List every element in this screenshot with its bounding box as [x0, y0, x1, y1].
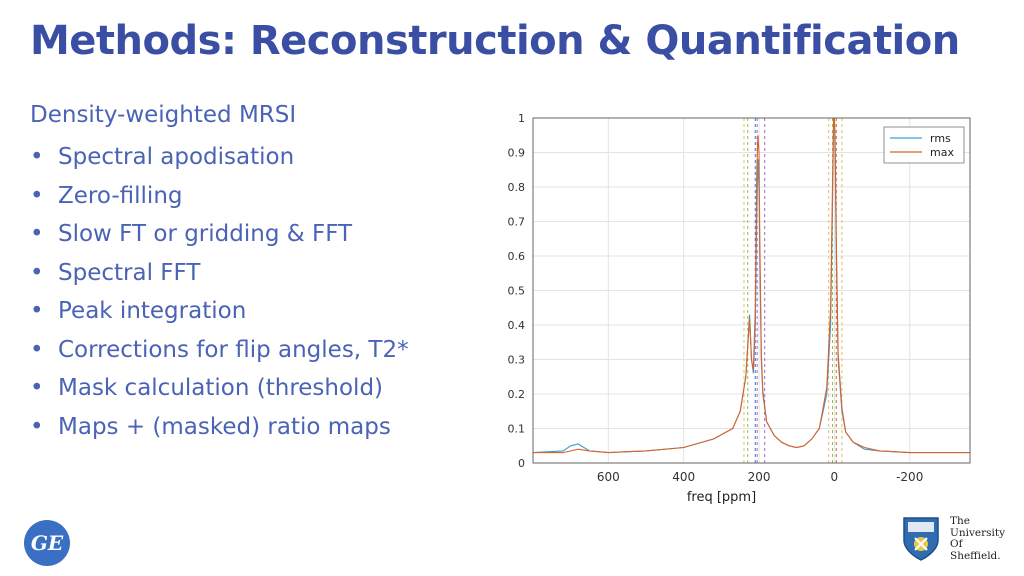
x-axis-label: freq [ppm] — [687, 490, 756, 505]
bullet-text: Spectral apodisation — [58, 144, 295, 170]
bullet-text: Zero-filling — [58, 182, 183, 209]
y-tick-label: 0.3 — [508, 354, 526, 367]
y-tick-label: 0.1 — [508, 423, 526, 436]
bullet-dot-icon: • — [30, 375, 44, 401]
bullet-item: • Slow FT or gridding & FFT — [30, 217, 409, 256]
y-tick-label: 0.4 — [508, 319, 526, 332]
university-line: University — [950, 526, 1006, 539]
bullet-item: • Mask calculation (threshold) — [30, 371, 409, 410]
y-tick-label: 0 — [518, 457, 525, 470]
bullet-text: Maps + (masked) ratio maps — [58, 413, 391, 440]
legend-entry: rms — [930, 132, 951, 145]
x-tick-label: 0 — [831, 470, 839, 484]
university-line: Of — [950, 538, 963, 550]
university-line: The — [950, 515, 970, 527]
y-tick-label: 0.9 — [508, 147, 526, 160]
university-line: Sheffield. — [950, 549, 1001, 562]
x-tick-label: 600 — [597, 470, 620, 484]
y-tick-label: 0.2 — [508, 388, 526, 401]
x-tick-label: -200 — [896, 470, 923, 484]
bullet-dot-icon: • — [30, 259, 44, 286]
methods-bullet-list: • Spectral apodisation • Zero-filling • Slo… — [30, 140, 409, 448]
y-tick-label: 0.6 — [508, 250, 526, 263]
x-tick-label: 400 — [672, 470, 695, 484]
bullet-item: • Zero-filling — [30, 179, 409, 218]
y-tick-label: 0.7 — [508, 216, 526, 229]
bullet-item: • Peak integration — [30, 294, 409, 333]
bullet-item: • Corrections for flip angles, T2* — [30, 333, 409, 372]
ge-logo-text: GE — [30, 531, 64, 555]
y-tick-label: 0.5 — [508, 285, 526, 298]
bullet-text: Spectral FFT — [58, 259, 201, 286]
series-line-max — [533, 117, 970, 454]
y-tick-label: 1 — [518, 112, 525, 125]
spectrum-chart: 600 400 200 0 -200 0 0.1 0.2 0.3 0.4 0.5 0.6 0.7 0.8 0… — [508, 112, 971, 505]
bullet-text: Mask calculation (threshold) — [58, 375, 384, 401]
slide-title: Methods: Reconstruction & Quantification — [30, 18, 960, 64]
bullet-dot-icon: • — [30, 413, 44, 440]
bullet-item: • Spectral FFT — [30, 256, 409, 295]
university-shield-icon — [903, 517, 939, 561]
university-name: The University Of Sheffield. — [950, 515, 1006, 562]
ge-logo: GE — [24, 520, 70, 566]
bullet-text: Peak integration — [58, 298, 247, 324]
bullet-dot-icon: • — [30, 221, 44, 247]
methods-subtitle: Density-weighted MRSI — [30, 102, 297, 128]
bullet-dot-icon: • — [30, 336, 44, 363]
legend-entry: max — [930, 146, 954, 159]
bullet-dot-icon: • — [30, 182, 44, 209]
y-tick-label: 0.8 — [508, 181, 526, 194]
legend-box — [883, 126, 965, 164]
bullet-text: Corrections for flip angles, T2* — [58, 336, 409, 363]
bullet-dot-icon: • — [30, 144, 44, 170]
bullet-dot-icon: • — [30, 298, 44, 324]
bullet-text: Slow FT or gridding & FFT — [58, 221, 353, 247]
bullet-item: • Spectral apodisation — [30, 140, 409, 179]
bullet-item: • Maps + (masked) ratio maps — [30, 410, 409, 449]
axes-frame — [532, 117, 971, 464]
x-tick-label: 200 — [748, 470, 771, 484]
